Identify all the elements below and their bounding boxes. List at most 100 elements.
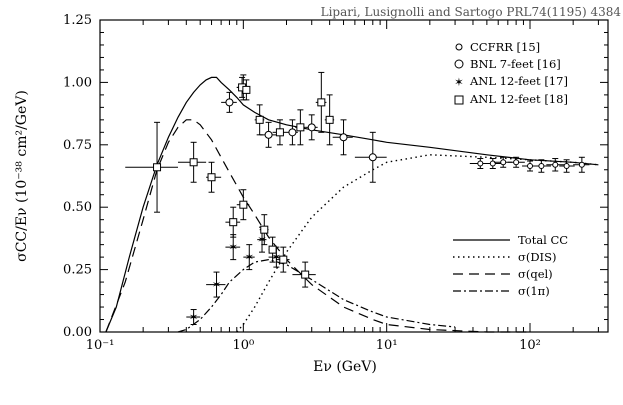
data-point: ✶ <box>186 309 201 326</box>
legend-label-ccfrr: CCFRR [15] <box>470 40 540 54</box>
curve-solid <box>105 76 599 333</box>
marker-circle-small <box>500 159 507 166</box>
data-point: ✶ <box>225 234 241 261</box>
y-tick-label: 0.00 <box>63 325 92 340</box>
data-point <box>295 109 306 146</box>
marker-circle <box>264 130 273 139</box>
marker-star: ✶ <box>189 310 199 324</box>
data-point <box>354 131 387 183</box>
marker-square <box>301 270 310 279</box>
data-point <box>332 119 353 156</box>
legend-label-total: Total CC <box>518 233 568 247</box>
x-tick-label: 10¹ <box>376 338 398 353</box>
y-ticks: 0.00 0.25 0.50 0.75 1.00 1.25 <box>63 13 608 340</box>
curve-dashed <box>105 119 530 333</box>
data-point <box>259 214 269 246</box>
marker-square <box>275 128 284 137</box>
marker-circle-small <box>578 161 585 168</box>
data-point <box>493 156 513 168</box>
marker-square <box>242 85 251 94</box>
marker-square <box>317 98 326 107</box>
legend-label-dis: σ(DIS) <box>518 250 556 264</box>
marker-star: ✶ <box>257 233 267 247</box>
marker-square <box>207 173 216 182</box>
data-point <box>221 91 237 113</box>
data-point <box>236 189 250 221</box>
data-point <box>324 94 335 146</box>
marker-square <box>279 255 288 264</box>
citation: Lipari, Lusignolli and Sartogo PRL74(119… <box>321 5 622 19</box>
data-points: ✶✶✶✶✶✶ <box>125 71 590 326</box>
legend-marker-anl18 <box>454 95 464 105</box>
y-axis-title: σCC/Eν (10⁻³⁸ cm²/GeV) <box>14 90 30 262</box>
data-point <box>225 206 241 238</box>
data-point <box>559 159 575 173</box>
data-point <box>177 141 207 183</box>
marker-star: ✶ <box>212 278 222 292</box>
legend-markers: CCFRR [15] BNL 7-feet [16] ✶ ANL 12-feet… <box>454 40 568 106</box>
data-point <box>125 121 178 213</box>
data-point: ✶ <box>243 244 255 271</box>
marker-circle <box>339 133 348 142</box>
legend-label-anl17: ANL 12-feet [17] <box>469 74 568 88</box>
x-axis-title: Eν (GeV) <box>313 359 377 375</box>
marker-square <box>255 115 264 124</box>
marker-square <box>296 123 305 132</box>
legend-label-qel: σ(qel) <box>518 267 553 281</box>
y-tick-label: 1.00 <box>63 75 92 90</box>
marker-square <box>229 218 238 227</box>
data-point <box>268 236 277 263</box>
data-point <box>469 158 491 170</box>
legend-label-bnl: BNL 7-feet [16] <box>470 57 561 71</box>
data-point <box>276 246 290 273</box>
data-point <box>507 156 525 168</box>
marker-square <box>260 225 269 234</box>
curves <box>105 76 599 333</box>
legend-label-anl18: ANL 12-feet [18] <box>469 92 568 106</box>
data-point <box>546 158 565 172</box>
marker-circle-small <box>513 159 520 166</box>
marker-star: ✶ <box>244 250 254 264</box>
y-tick-label: 0.25 <box>63 263 92 278</box>
data-point <box>254 104 265 136</box>
data-point <box>573 156 590 173</box>
legend-marker-anl17: ✶ <box>454 75 464 89</box>
marker-star: ✶ <box>272 250 282 264</box>
legend-marker-ccfrr <box>455 43 463 51</box>
marker-circle <box>368 153 377 162</box>
marker-star: ✶ <box>228 240 238 254</box>
marker-square <box>268 245 277 254</box>
marker-circle <box>225 98 234 107</box>
y-axis-title-group: σCC/Eν (10⁻³⁸ cm²/GeV) <box>14 90 30 262</box>
marker-square <box>239 200 248 209</box>
data-point <box>533 159 551 173</box>
marker-circle <box>307 123 316 132</box>
x-tick-label: 10² <box>519 338 541 353</box>
data-point <box>286 119 298 146</box>
marker-circle-small <box>538 163 545 170</box>
plot-area <box>99 19 609 333</box>
marker-square <box>153 163 162 172</box>
data-point <box>259 121 277 148</box>
marker-circle-small <box>477 160 484 167</box>
curve-dotted <box>236 154 599 333</box>
y-tick-label: 0.75 <box>63 138 92 153</box>
legend-label-1pi: σ(1π) <box>518 284 550 298</box>
data-point <box>292 261 316 288</box>
x-ticks: 10⁻¹ 10⁰ 10¹ 10² <box>86 20 599 353</box>
data-point <box>315 71 327 133</box>
y-tick-label: 0.50 <box>63 200 92 215</box>
marker-circle-small <box>489 160 496 167</box>
data-point <box>242 79 251 101</box>
y-tick-label: 1.25 <box>63 13 92 28</box>
marker-circle-small <box>563 163 570 170</box>
curve-dashdot <box>177 258 456 333</box>
x-tick-label: 10⁰ <box>232 338 254 353</box>
marker-circle-small <box>552 161 559 168</box>
legend-marker-bnl <box>454 59 464 69</box>
legend-lines: Total CC σ(DIS) σ(qel) σ(1π) <box>453 233 568 298</box>
data-point: ✶ <box>206 271 226 298</box>
x-tick-label: 10⁻¹ <box>86 338 115 353</box>
data-point <box>272 119 287 146</box>
